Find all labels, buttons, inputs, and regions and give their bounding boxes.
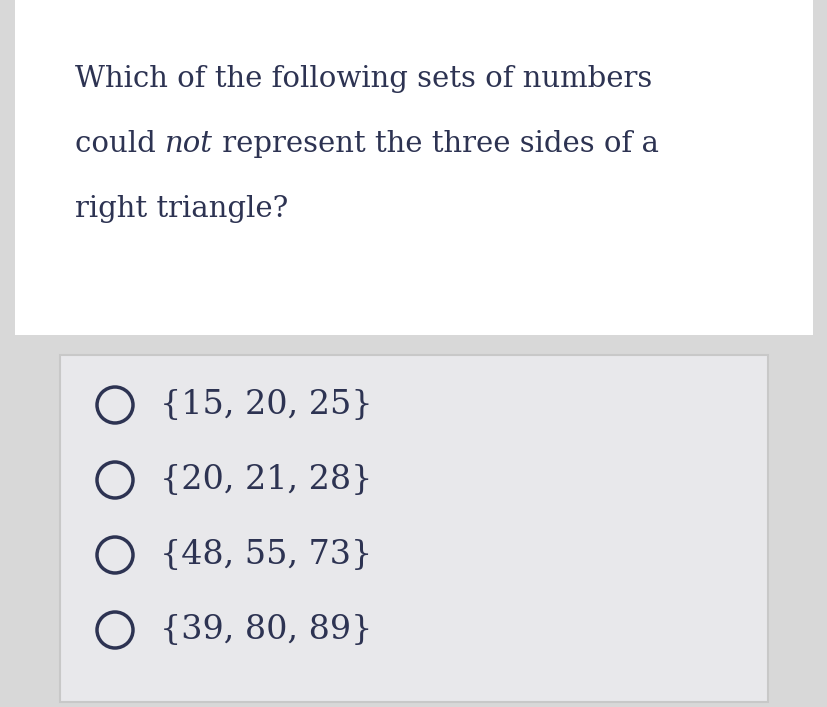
Text: {20, 21, 28}: {20, 21, 28} [160, 464, 372, 496]
Bar [60, 355, 767, 702]
Text: represent the three sides of a: represent the three sides of a [213, 130, 658, 158]
Text: right triangle?: right triangle? [75, 195, 288, 223]
Text: {39, 80, 89}: {39, 80, 89} [160, 614, 372, 646]
Text: Which of the following sets of numbers: Which of the following sets of numbers [75, 65, 652, 93]
Text: not: not [165, 130, 213, 158]
Text: {15, 20, 25}: {15, 20, 25} [160, 389, 372, 421]
Text: {48, 55, 73}: {48, 55, 73} [160, 539, 372, 571]
Text: could: could [75, 130, 165, 158]
Bar [15, 0, 812, 335]
